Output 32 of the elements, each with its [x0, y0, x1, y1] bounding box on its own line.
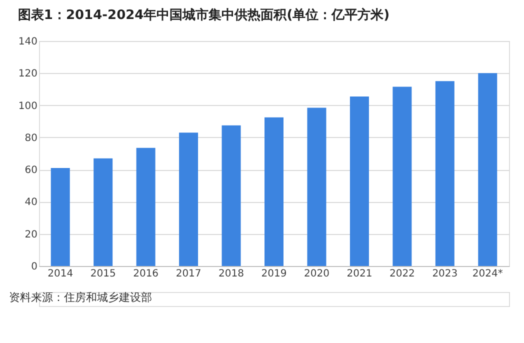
y-tick-label: 80	[24, 132, 38, 144]
bar	[392, 86, 412, 266]
x-tick-label: 2015	[90, 268, 116, 280]
bar	[136, 148, 156, 266]
y-tick-label: 140	[18, 36, 38, 48]
x-tick-label: 2017	[176, 268, 202, 280]
bar	[222, 125, 241, 266]
chart-title: 图表1：2014-2024年中国城市集中供热面积(单位：亿平方米)	[18, 7, 390, 23]
bar	[307, 108, 326, 266]
x-tick-label: 2020	[304, 268, 330, 280]
y-tick-label: 0	[31, 262, 38, 272]
x-tick-label: 2019	[261, 268, 287, 280]
x-tick-label: 2022	[389, 268, 415, 280]
bar	[350, 96, 369, 266]
bar	[478, 73, 498, 266]
bar	[435, 81, 454, 266]
bar	[94, 158, 113, 266]
x-tick-label: 2014	[48, 268, 74, 280]
bar	[179, 132, 198, 266]
bar	[50, 168, 70, 266]
text: 资料来源：住房和城乡建设部	[9, 291, 152, 304]
y-tick-label: 40	[24, 197, 38, 208]
x-tick-label: 2023	[432, 268, 458, 280]
y-tick-label: 100	[18, 100, 38, 112]
y-tick-label: 120	[18, 68, 38, 80]
x-tick-label: 2016	[133, 268, 159, 280]
x-tick-label: 2024*	[472, 268, 503, 280]
y-tick-label: 60	[24, 165, 38, 176]
bar	[264, 117, 284, 266]
x-tick-label: 2021	[346, 268, 372, 280]
x-tick-label: 2018	[218, 268, 244, 280]
y-tick-label: 20	[24, 229, 38, 240]
